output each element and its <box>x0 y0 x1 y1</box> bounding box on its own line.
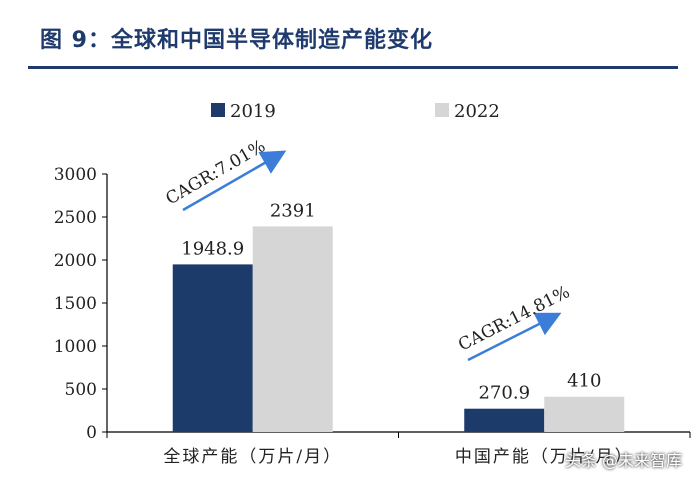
bar-chart: 0 500 1000 1500 2000 2500 3000 1948.9 2391 全球产能（… <box>54 101 691 467</box>
figure-title: 图 9：全球和中国半导体制造产能变化 <box>40 28 433 53</box>
bar-2019-1 <box>464 408 545 432</box>
chart-area: 0 500 1000 1500 2000 2500 3000 1948.9 2391 全球产能（… <box>0 70 700 483</box>
y-tick-label: 3000 <box>54 165 97 185</box>
cagr-arrow <box>182 150 287 212</box>
cagr-arrow <box>467 312 562 362</box>
legend-label-2022: 2022 <box>454 101 500 122</box>
y-tick-label: 500 <box>65 380 97 400</box>
legend-label-2019: 2019 <box>230 101 276 122</box>
legend-swatch-2019 <box>211 103 225 117</box>
y-tick-label: 1000 <box>54 337 97 357</box>
y-tick-label: 1500 <box>54 294 97 314</box>
y-tick-label: 0 <box>86 423 97 443</box>
bar-2022-0 <box>252 226 333 432</box>
bar-2019-0 <box>172 264 253 432</box>
value-label: 1948.9 <box>181 238 244 259</box>
cagr-label: CAGR:7.01% <box>163 136 269 209</box>
title-divider <box>28 66 678 69</box>
value-label: 270.9 <box>478 383 530 404</box>
y-tick-label: 2500 <box>54 208 97 228</box>
x-category-label: 全球产能（万片/月） <box>163 447 342 467</box>
y-tick-label: 2000 <box>54 251 97 271</box>
value-label: 410 <box>567 371 601 392</box>
title-bar: 图 9：全球和中国半导体制造产能变化 <box>0 0 700 70</box>
bar-2022-1 <box>544 396 625 432</box>
watermark: 头条 @未来智库 <box>564 451 682 470</box>
legend-swatch-2022 <box>435 103 449 117</box>
x-category-label: 中国产能（万片/月） <box>455 447 634 467</box>
value-label: 2391 <box>270 200 316 221</box>
cagr-label: CAGR:14.81% <box>455 282 573 355</box>
